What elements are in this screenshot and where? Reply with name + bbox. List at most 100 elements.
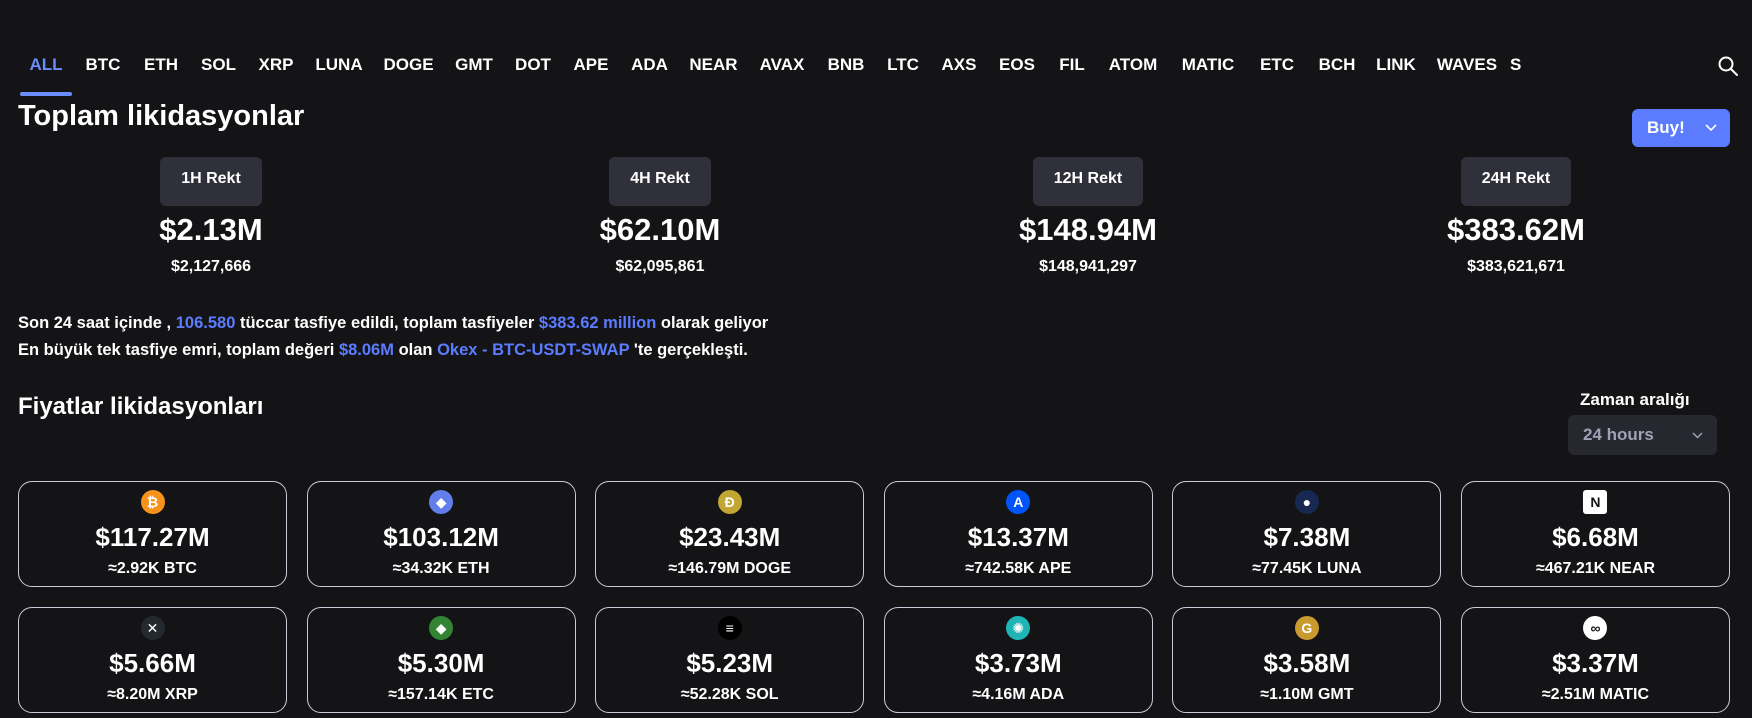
tab-eos[interactable]: EOS: [999, 55, 1035, 74]
liquidation-amount: $7.38M: [1263, 522, 1351, 552]
liquidation-quantity: ≈34.32K ETH: [392, 560, 490, 577]
tab-avax[interactable]: AVAX: [759, 55, 805, 74]
tab-all[interactable]: ALL: [18, 48, 74, 98]
rekt-period-label: 12H Rekt: [1032, 157, 1144, 206]
rekt-amount: $148.94M: [1019, 212, 1157, 247]
tab-waves[interactable]: WAVES: [1436, 55, 1498, 74]
summary-text: olan: [393, 341, 438, 359]
tab-matic[interactable]: MATIC: [1181, 55, 1235, 74]
tab-etc[interactable]: ETC: [1260, 55, 1294, 74]
largest-order-exchange-link[interactable]: Okex - BTC-USDT-SWAP: [437, 341, 630, 359]
tab-ape[interactable]: APE: [573, 55, 609, 74]
largest-order-value: $8.06M: [338, 341, 394, 359]
liquidation-quantity: ≈157.14K ETC: [388, 686, 494, 703]
tab-axs[interactable]: AXS: [941, 55, 977, 74]
cardano-icon: ✺: [1006, 616, 1031, 640]
rekt-exact-amount: $62,095,861: [615, 258, 705, 275]
near-icon: N: [1583, 490, 1608, 514]
coin-card-gmt[interactable]: G $3.58M ≈1.10M GMT: [1172, 607, 1442, 713]
coin-card-luna[interactable]: ● $7.38M ≈77.45K LUNA: [1172, 481, 1442, 587]
rekt-exact-amount: $383,621,671: [1467, 258, 1565, 275]
tab-doge[interactable]: DOGE: [383, 55, 434, 74]
liquidation-quantity: ≈4.16M ADA: [972, 686, 1065, 703]
liquidation-amount: $6.68M: [1552, 522, 1639, 552]
xrp-icon: ✕: [140, 616, 165, 640]
tab-xrp[interactable]: XRP: [258, 55, 294, 74]
rekt-period-label: 4H Rekt: [609, 157, 711, 206]
summary-text: Son 24 saat içinde ,: [18, 314, 176, 332]
coin-card-eth[interactable]: ◆ $103.12M ≈34.32K ETH: [306, 481, 576, 587]
tab-bnb[interactable]: BNB: [827, 55, 865, 74]
tab-atom[interactable]: ATOM: [1108, 55, 1158, 74]
liquidation-amount: $5.30M: [397, 648, 485, 678]
tab-fil[interactable]: FIL: [1059, 55, 1085, 74]
tab-gmt[interactable]: GMT: [455, 55, 493, 74]
liquidation-quantity: ≈146.79M DOGE: [668, 560, 791, 577]
liquidation-quantity: ≈1.10M GMT: [1260, 686, 1354, 703]
buy-button[interactable]: Buy!: [1632, 109, 1730, 147]
liquidation-amount: $3.73M: [974, 648, 1062, 678]
page-title: Toplam likidasyonlar: [18, 100, 305, 132]
dogecoin-icon: Đ: [717, 490, 742, 514]
liquidation-amount: $3.37M: [1552, 648, 1639, 678]
liquidation-quantity: ≈467.21K NEAR: [1535, 560, 1655, 577]
liquidation-amount: $5.66M: [109, 648, 196, 678]
liquidation-quantity: ≈77.45K LUNA: [1252, 560, 1362, 577]
liquidation-amount: $5.23M: [686, 648, 774, 678]
coin-liquidation-grid: ₿ $117.27M ≈2.92K BTC ◆ $103.12M ≈34.32K ETH Đ…: [18, 481, 1732, 713]
search-icon[interactable]: [1716, 54, 1740, 78]
summary-text: tüccar tasfiye edildi, toplam tasfiyeler: [235, 314, 539, 332]
summary-text: En büyük tek tasfiye emri, toplam değeri: [18, 341, 339, 359]
luna-icon: ●: [1294, 490, 1319, 514]
rekt-amount: $2.13M: [159, 212, 263, 247]
tab-bch[interactable]: BCH: [1318, 55, 1356, 74]
tab-s[interactable]: S: [1510, 55, 1522, 74]
tab-near[interactable]: NEAR: [689, 55, 738, 74]
liquidation-amount: $13.37M: [967, 522, 1069, 552]
tab-sol[interactable]: SOL: [201, 55, 236, 74]
liquidation-quantity: ≈2.51M MATIC: [1541, 686, 1650, 703]
coin-card-ada[interactable]: ✺ $3.73M ≈4.16M ADA: [883, 607, 1153, 713]
coin-card-matic[interactable]: ∞ $3.37M ≈2.51M MATIC: [1460, 607, 1730, 713]
chevron-down-icon: [1692, 432, 1703, 439]
rekt-exact-amount: $2,127,666: [170, 258, 252, 275]
liquidation-summary: Son 24 saat içinde , 106.580 tüccar tasf…: [18, 310, 768, 364]
summary-text: olarak geliyor: [656, 314, 769, 332]
liquidation-amount: $3.58M: [1263, 648, 1351, 678]
liquidation-quantity: ≈742.58K APE: [965, 560, 1072, 577]
rekt-4h: 4H Rekt $62.10M $62,095,861: [530, 157, 790, 276]
coin-card-doge[interactable]: Đ $23.43M ≈146.79M DOGE: [595, 481, 865, 587]
chevron-down-icon: [1705, 124, 1717, 132]
gmt-icon: G: [1294, 616, 1319, 640]
coin-card-near[interactable]: N $6.68M ≈467.21K NEAR: [1460, 481, 1730, 587]
rekt-period-label: 1H Rekt: [160, 157, 262, 206]
liquidation-quantity: ≈8.20M XRP: [107, 686, 198, 703]
tab-ltc[interactable]: LTC: [887, 55, 919, 74]
coin-card-xrp[interactable]: ✕ $5.66M ≈8.20M XRP: [18, 607, 287, 713]
tab-btc[interactable]: BTC: [85, 55, 121, 74]
liquidation-quantity: ≈2.92K BTC: [108, 560, 197, 577]
rekt-exact-amount: $148,941,297: [1039, 258, 1137, 275]
liquidation-amount: $23.43M: [679, 522, 781, 552]
summary-line-1: Son 24 saat içinde , 106.580 tüccar tasf…: [18, 310, 768, 337]
coin-card-ape[interactable]: A $13.37M ≈742.58K APE: [883, 481, 1153, 587]
tab-ada[interactable]: ADA: [631, 55, 668, 74]
coin-card-sol[interactable]: ≡ $5.23M ≈52.28K SOL: [595, 607, 865, 713]
tab-luna[interactable]: LUNA: [315, 55, 363, 74]
rekt-amount: $383.62M: [1447, 212, 1585, 247]
apecoin-icon: A: [1006, 490, 1031, 514]
tab-eth[interactable]: ETH: [144, 55, 178, 74]
time-range-value: 24 hours: [1583, 425, 1654, 444]
rekt-1h: 1H Rekt $2.13M $2,127,666: [81, 157, 341, 276]
coin-card-btc[interactable]: ₿ $117.27M ≈2.92K BTC: [18, 481, 287, 587]
tab-dot[interactable]: DOT: [515, 55, 551, 74]
time-range-select[interactable]: 24 hours: [1568, 415, 1717, 455]
solana-icon: ≡: [717, 616, 742, 640]
liquidation-quantity: ≈52.28K SOL: [680, 686, 779, 703]
bitcoin-icon: ₿: [140, 490, 165, 514]
rekt-amount: $62.10M: [599, 212, 721, 247]
summary-text: 'te gerçekleşti.: [629, 341, 748, 359]
tab-link[interactable]: LINK: [1376, 55, 1416, 74]
polygon-icon: ∞: [1583, 616, 1608, 640]
coin-card-etc[interactable]: ◆ $5.30M ≈157.14K ETC: [306, 607, 576, 713]
